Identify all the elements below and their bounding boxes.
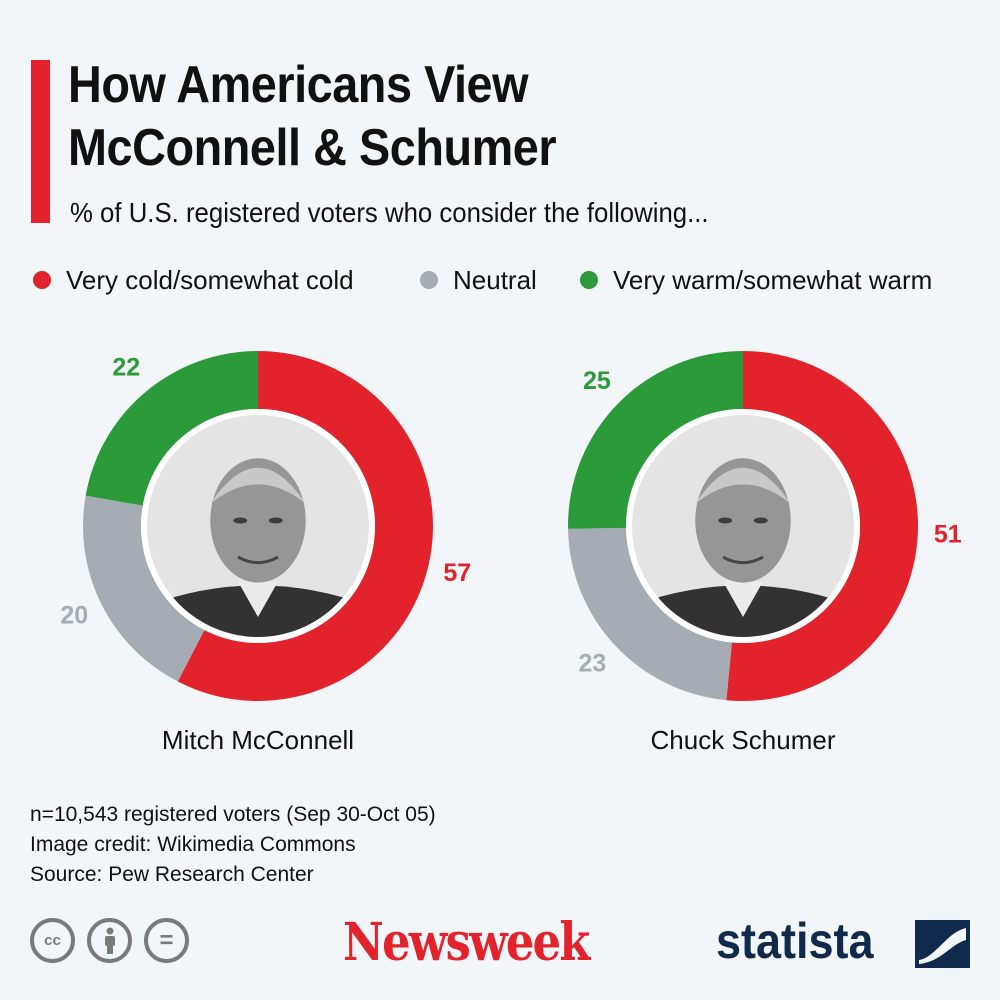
attribution-icon[interactable]: [87, 918, 132, 963]
title-line-1: How Americans View: [68, 56, 529, 114]
donut-2: 51 23 25 Chuck Schumer: [568, 350, 962, 755]
donut-2-label-cold: 51: [934, 520, 962, 548]
equals-glyph: =: [159, 926, 174, 954]
legend-label-neutral: Neutral: [453, 265, 537, 295]
source-note: Source: Pew Research Center: [30, 863, 314, 886]
donut-1-label-cold: 57: [443, 559, 471, 587]
chart-notes: n=10,543 registered voters (Sep 30-Oct 0…: [30, 800, 436, 890]
legend-item-warm: Very warm/somewhat warm: [580, 264, 932, 296]
title-accent-bar: [31, 60, 50, 223]
legend-swatch-cold: [33, 271, 51, 289]
license-icons: cc =: [30, 918, 189, 963]
donut-2-label-warm: 25: [583, 367, 611, 395]
donut-2-slice-neutral: [568, 527, 732, 701]
legend-swatch-warm: [580, 271, 598, 289]
statista-logo[interactable]: statista: [716, 913, 874, 969]
legend-label-warm: Very warm/somewhat warm: [613, 265, 933, 295]
legend-item-neutral: Neutral: [420, 264, 537, 296]
donut-1-label-warm: 22: [112, 354, 140, 382]
image-credit: Image credit: Wikimedia Commons: [30, 833, 356, 856]
chart-title: How Americans View McConnell & Schumer: [68, 54, 557, 180]
donut-2-label-neutral: 23: [579, 650, 607, 678]
donut-1-name: Mitch McConnell: [162, 725, 354, 755]
sample-note: n=10,543 registered voters (Sep 30-Oct 0…: [30, 803, 436, 826]
donut-1-portrait-photo: [147, 415, 369, 637]
donut-1-label-neutral: 20: [60, 602, 88, 630]
chart-subtitle: % of U.S. registered voters who consider…: [70, 197, 709, 228]
donut-1-slice-cold: [177, 350, 433, 702]
cc-glyph: cc: [44, 932, 61, 949]
donut-2-slice-cold: [726, 351, 919, 702]
statista-mark-icon: [915, 920, 970, 968]
newsweek-logo[interactable]: Newsweek: [343, 912, 590, 973]
donut-2-name: Chuck Schumer: [651, 725, 836, 755]
donut-1: 57 20 22 Mitch McConnell: [60, 350, 471, 755]
donut-1-slice-warm: [85, 351, 258, 506]
cc-icon[interactable]: cc: [30, 918, 75, 963]
donut-2-slice-warm: [568, 350, 743, 529]
donut-charts: 57 20 22 Mitch McConnell 51 23 25 Chuck Schumer: [60, 350, 962, 755]
title-line-2: McConnell & Schumer: [68, 119, 557, 177]
legend-swatch-neutral: [420, 271, 438, 289]
no-derivatives-icon[interactable]: =: [144, 918, 189, 963]
donut-1-slice-neutral: [82, 495, 205, 682]
donut-2-portrait-photo: [632, 415, 854, 637]
person-glyph: [104, 927, 115, 954]
legend-item-cold: Very cold/somewhat cold: [33, 264, 354, 296]
legend-label-cold: Very cold/somewhat cold: [66, 265, 354, 295]
